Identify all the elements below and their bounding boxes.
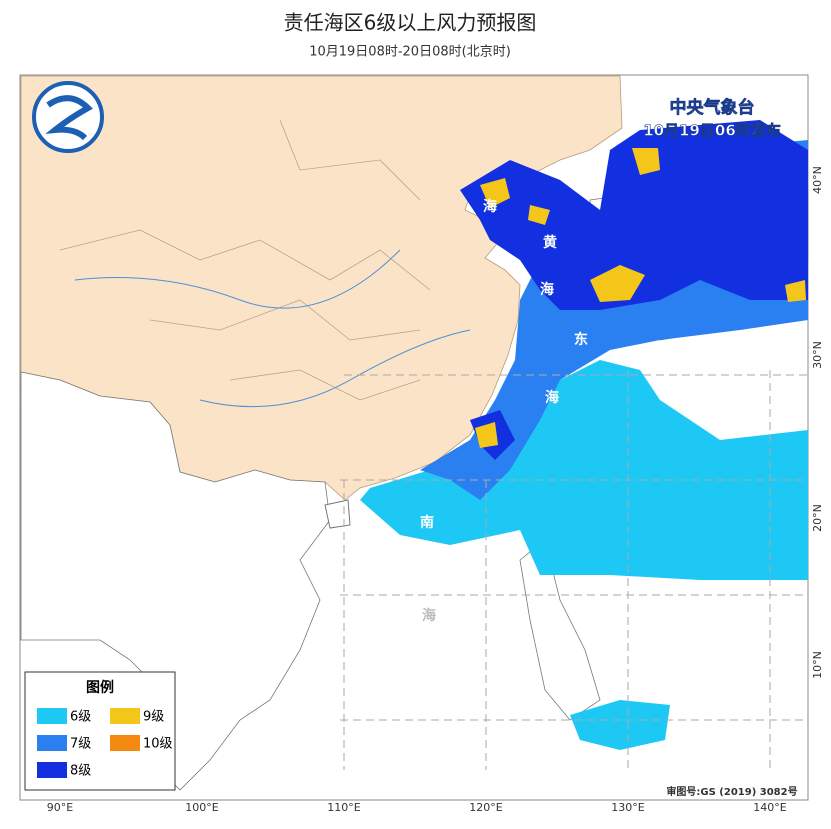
review-number: 审图号:GS (2019) 3082号 (666, 785, 797, 798)
sea-label: 东 (574, 331, 588, 348)
lon-label: 100°E (185, 801, 218, 814)
legend: 图例 6级 7级 8级 9级 10级 (24, 671, 176, 791)
wind-area (570, 700, 670, 750)
wind-area (475, 422, 498, 448)
wind-area (460, 120, 808, 310)
wind-area (632, 148, 660, 175)
wind-area (590, 265, 645, 302)
legend-title: 图例 (86, 679, 114, 696)
legend-swatch (110, 735, 140, 751)
sea-label: 海 (540, 281, 554, 298)
lon-label: 130°E (611, 801, 644, 814)
sea-label: 海 (545, 389, 559, 406)
wind-area (528, 205, 550, 225)
lon-label: 90°E (47, 801, 73, 814)
legend-swatch (37, 708, 67, 724)
legend-swatch (37, 762, 67, 778)
legend-swatch (37, 735, 67, 751)
issuer-time: 10月19日06时发布 (643, 122, 781, 140)
lat-label: 30°N (811, 341, 824, 369)
hainan (324, 499, 351, 529)
legend-label: 8级 (70, 764, 91, 779)
rivers (74, 249, 471, 408)
wind-area (785, 280, 806, 302)
sea-label: 海 (483, 198, 497, 215)
lat-label: 40°N (811, 166, 824, 194)
wind-area (360, 360, 808, 580)
legend-label: 10级 (143, 737, 173, 752)
lat-label: 10°N (811, 651, 824, 679)
lon-label: 140°E (753, 801, 786, 814)
sea-label: 海 (422, 607, 436, 624)
lon-label: 120°E (469, 801, 502, 814)
logo (32, 81, 104, 153)
wind-area (480, 178, 510, 208)
map-title: 责任海区6级以上风力预报图 (284, 11, 537, 35)
legend-label: 6级 (70, 710, 91, 725)
sea-label: 南 (420, 514, 434, 531)
lon-label: 110°E (327, 801, 360, 814)
sea-label: 黄 (543, 234, 557, 251)
legend-swatch (110, 708, 140, 724)
legend-label: 9级 (143, 710, 164, 725)
map-area (19, 74, 809, 801)
issuer-name: 中央气象台 (670, 97, 755, 118)
graticule (340, 370, 808, 770)
legend-label: 7级 (70, 737, 91, 752)
province-borders (59, 119, 431, 401)
lat-label: 20°N (811, 504, 824, 532)
map-subtitle: 10月19日08时-20日08时(北京时) (309, 45, 511, 60)
